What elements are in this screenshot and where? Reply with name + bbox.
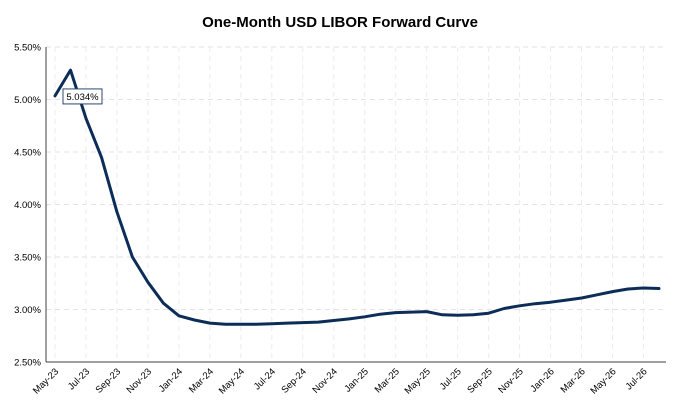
data-point <box>162 302 165 305</box>
data-point <box>69 69 72 72</box>
series-layer <box>53 68 661 326</box>
data-point <box>84 117 87 120</box>
data-point <box>193 319 196 322</box>
data-point <box>456 314 459 317</box>
data-point <box>270 322 273 325</box>
x-tick-label: Jan-26 <box>528 366 556 394</box>
data-point <box>348 317 351 320</box>
x-tick-label: May-24 <box>217 366 247 396</box>
y-tick-label: 3.00% <box>14 305 41 316</box>
data-point <box>363 315 366 318</box>
y-tick-label: 4.50% <box>14 148 41 159</box>
y-tick-label: 4.00% <box>14 200 41 211</box>
chart-title: One-Month USD LIBOR Forward Curve <box>202 14 478 31</box>
data-point <box>255 323 258 326</box>
series-line <box>53 68 661 326</box>
data-point <box>115 210 118 213</box>
data-point <box>239 323 242 326</box>
data-point <box>177 314 180 317</box>
data-point <box>503 307 506 310</box>
x-tick-label: Jul-24 <box>252 366 278 392</box>
axes <box>45 47 666 363</box>
data-point <box>54 94 57 97</box>
gridlines <box>46 46 666 362</box>
x-axis-tick-labels: May-23 Jul-23 Sep-23 Nov-23 Jan-24 Mar-24 May-… <box>31 366 650 396</box>
x-tick-label: Jan-25 <box>343 366 371 394</box>
x-tick-label: Nov-24 <box>310 366 339 395</box>
data-point <box>580 296 583 299</box>
x-tick-label: Sep-25 <box>465 366 494 395</box>
data-point <box>332 319 335 322</box>
x-tick-label: Mar-24 <box>187 366 216 395</box>
y-tick-label: 2.50% <box>14 358 41 369</box>
x-tick-label: Nov-25 <box>496 366 525 395</box>
annotation-layer: 5.034% <box>62 88 103 105</box>
x-tick-label: Sep-24 <box>279 366 308 395</box>
data-point <box>487 312 490 315</box>
annotation-box <box>62 88 103 105</box>
annotation-label: 5.034% <box>66 92 99 103</box>
data-point <box>317 321 320 324</box>
data-point <box>534 302 537 305</box>
x-tick-label: Jul-25 <box>438 366 464 392</box>
data-point <box>208 322 211 325</box>
data-point <box>146 281 149 284</box>
data-point <box>658 287 661 290</box>
data-point <box>472 313 475 316</box>
data-point <box>100 156 103 159</box>
x-tick-label: Jul-23 <box>66 366 92 392</box>
y-tick-label: 3.50% <box>14 253 41 264</box>
data-point <box>441 313 444 316</box>
data-point <box>301 321 304 324</box>
data-point <box>131 256 134 259</box>
data-point <box>611 290 614 293</box>
x-tick-label: Jan-24 <box>157 366 185 394</box>
x-tick-label: May-26 <box>588 366 618 396</box>
y-axis-tick-labels: 2.50% 3.00% 3.50% 4.00% 4.50% 5.00% 5.50% <box>14 43 41 369</box>
x-tick-label: Mar-25 <box>373 366 402 395</box>
data-point <box>379 313 382 316</box>
data-point <box>642 286 645 289</box>
data-point <box>425 310 428 313</box>
data-point <box>518 304 521 307</box>
y-tick-label: 5.50% <box>14 43 41 54</box>
x-tick-label: Nov-23 <box>125 366 154 395</box>
x-tick-label: Sep-23 <box>94 366 123 395</box>
data-point <box>410 311 413 314</box>
data-point <box>596 293 599 296</box>
data-point <box>627 288 630 291</box>
data-point <box>549 301 552 304</box>
data-point <box>394 311 397 314</box>
x-tick-label: May-23 <box>31 366 61 396</box>
data-point <box>565 299 568 302</box>
data-point <box>224 323 227 326</box>
x-tick-label: Jul-26 <box>624 366 650 392</box>
y-tick-label: 5.00% <box>14 95 41 106</box>
x-tick-label: Mar-26 <box>559 366 588 395</box>
data-point <box>286 322 289 325</box>
x-tick-label: May-25 <box>403 366 433 396</box>
